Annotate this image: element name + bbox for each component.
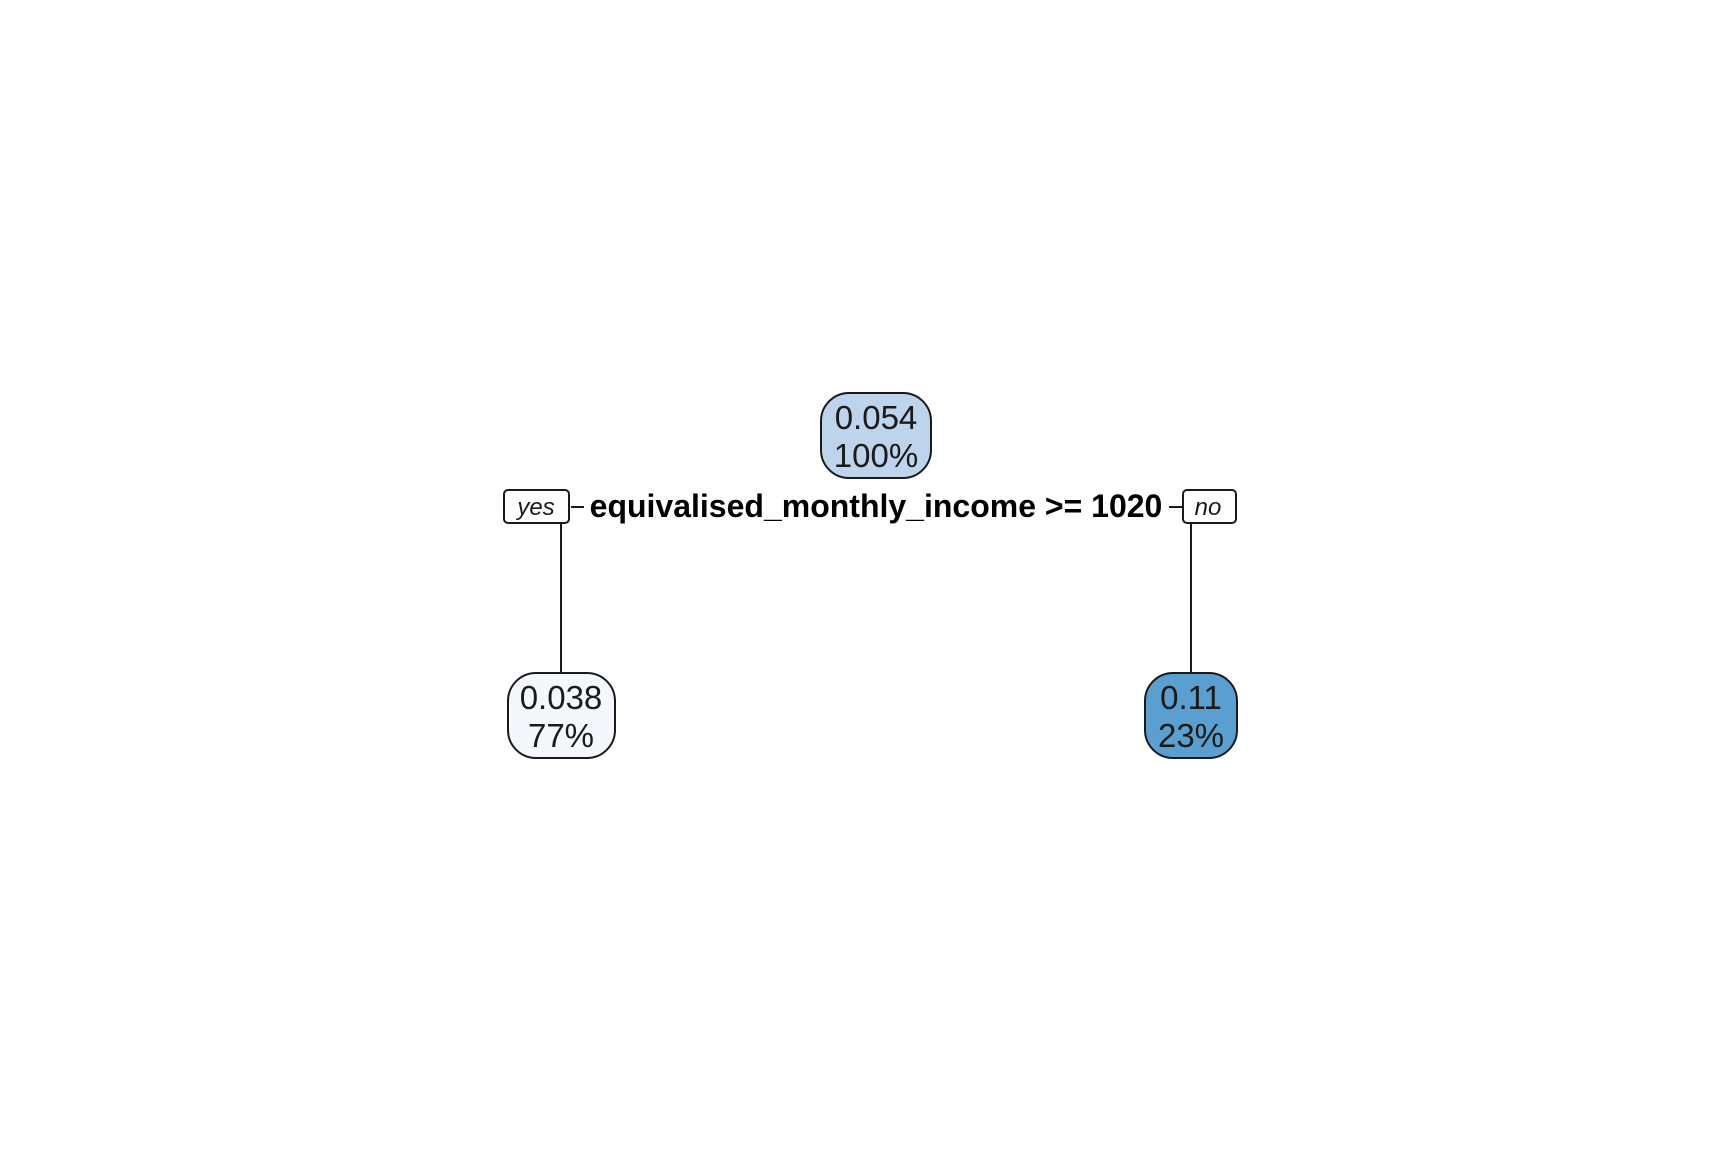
root-node: 0.054 100%	[820, 392, 932, 479]
left-leaf-box	[507, 672, 616, 759]
no-branch-label: no	[1182, 489, 1237, 524]
right-leaf-value: 0.11	[1160, 679, 1222, 716]
yes-label-text: yes	[515, 494, 554, 521]
root-node-box	[820, 392, 932, 479]
left-leaf-node: 0.038 77%	[507, 672, 616, 759]
right-leaf-box	[1144, 672, 1238, 759]
right-leaf-node: 0.11 23%	[1144, 672, 1238, 759]
right-leaf-percent: 23%	[1158, 717, 1224, 754]
left-leaf-value: 0.038	[520, 679, 603, 716]
root-node-value: 0.054	[835, 399, 918, 436]
yes-label-box	[503, 489, 570, 524]
split-rule: equivalised_monthly_income >= 1020	[590, 488, 1163, 524]
no-label-box	[1182, 489, 1237, 524]
yes-branch-label: yes	[503, 489, 570, 524]
left-leaf-percent: 77%	[528, 717, 594, 754]
root-node-percent: 100%	[834, 437, 918, 474]
no-label-text: no	[1195, 494, 1222, 521]
